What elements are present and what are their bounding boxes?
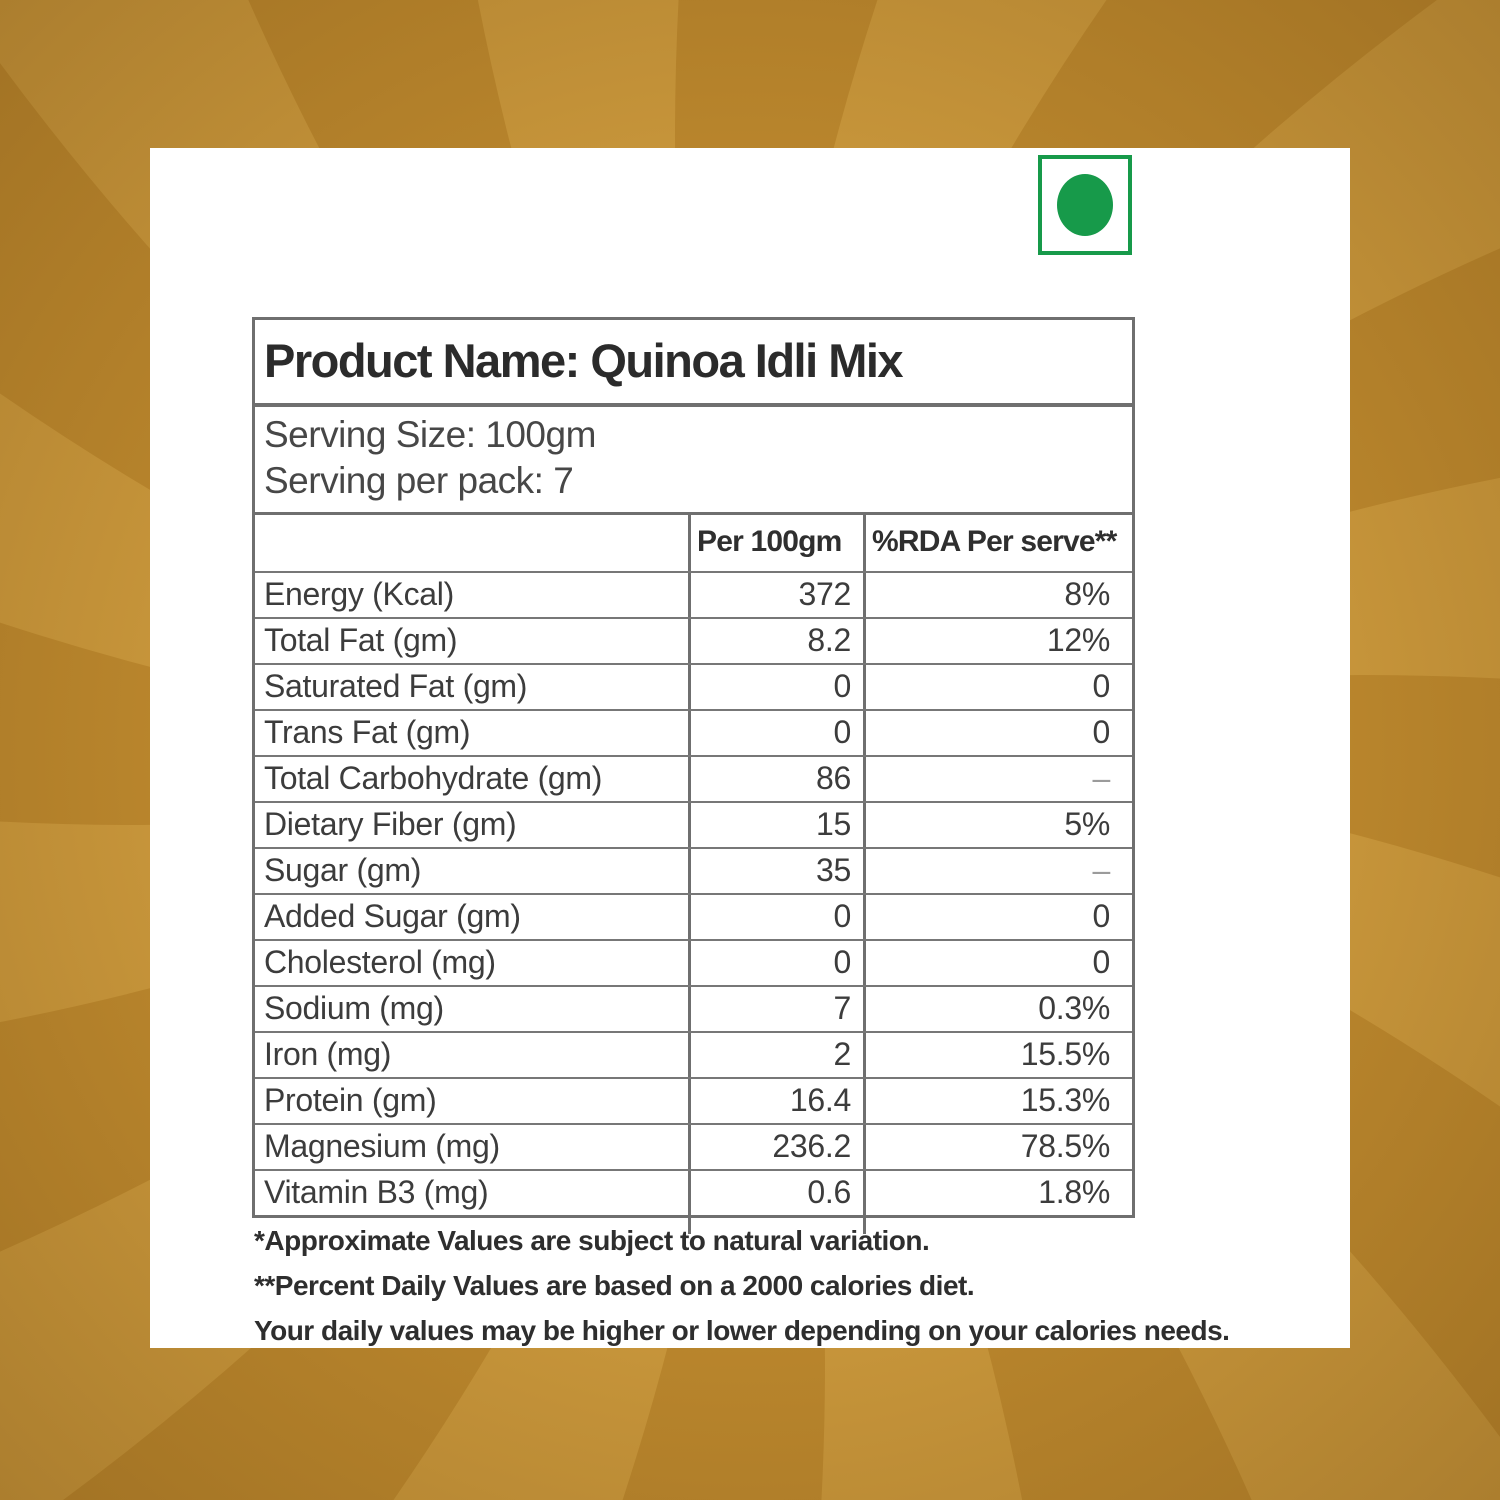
table-row: Cholesterol (mg) 0 0 (255, 941, 1132, 987)
value-rda: 1.8% (863, 1171, 1132, 1215)
header-rda-per-serve: %RDA Per serve** (863, 515, 1132, 571)
value-per-100gm: 16.4 (688, 1079, 863, 1123)
value-per-100gm: 0 (688, 941, 863, 985)
table-row: Sodium (mg) 7 0.3% (255, 987, 1132, 1033)
nutrient-name: Cholesterol (mg) (264, 944, 496, 980)
nutrient-name: Sodium (mg) (264, 990, 444, 1026)
nutrient-name: Magnesium (mg) (264, 1128, 500, 1164)
header-per-100gm: Per 100gm (688, 515, 863, 571)
value-per-100gm: 35 (688, 849, 863, 893)
table-row: Added Sugar (gm) 0 0 (255, 895, 1132, 941)
value-rda: 0 (863, 711, 1132, 755)
value-rda: – (863, 757, 1132, 801)
nutrient-name: Trans Fat (gm) (264, 714, 471, 750)
table-row: Iron (mg) 2 15.5% (255, 1033, 1132, 1079)
footnote-approximate: *Approximate Values are subject to natur… (254, 1225, 930, 1256)
serving-per-pack: Serving per pack: 7 (264, 460, 574, 501)
nutrient-name: Protein (gm) (264, 1082, 437, 1118)
value-rda: 15.5% (863, 1033, 1132, 1077)
value-per-100gm: 372 (688, 573, 863, 617)
column-divider-stub (863, 1208, 866, 1234)
table-row: Saturated Fat (gm) 0 0 (255, 665, 1132, 711)
value-per-100gm: 0.6 (688, 1171, 863, 1215)
serving-size: Serving Size: 100gm (264, 414, 596, 455)
value-rda: 0.3% (863, 987, 1132, 1031)
value-rda: 0 (863, 895, 1132, 939)
value-rda: 15.3% (863, 1079, 1132, 1123)
value-per-100gm: 8.2 (688, 619, 863, 663)
table-row: Total Carbohydrate (gm) 86 – (255, 757, 1132, 803)
value-per-100gm: 7 (688, 987, 863, 1031)
value-rda: 8% (863, 573, 1132, 617)
header-nutrient-blank (255, 515, 688, 571)
value-rda: 5% (863, 803, 1132, 847)
table-header-row: Per 100gm %RDA Per serve** (255, 515, 1132, 573)
table-row: Energy (Kcal) 372 8% (255, 573, 1132, 619)
nutrient-name: Iron (mg) (264, 1036, 392, 1072)
table-row: Sugar (gm) 35 – (255, 849, 1132, 895)
value-rda: 0 (863, 941, 1132, 985)
table-row: Magnesium (mg) 236.2 78.5% (255, 1125, 1132, 1171)
nutrient-name: Total Fat (gm) (264, 622, 458, 658)
table-row: Total Fat (gm) 8.2 12% (255, 619, 1132, 665)
table-row: Vitamin B3 (mg) 0.6 1.8% (255, 1171, 1132, 1215)
product-name-row: Product Name: Quinoa Idli Mix (255, 320, 1132, 407)
vegetarian-mark (1038, 155, 1132, 255)
value-per-100gm: 0 (688, 711, 863, 755)
serving-info-row: Serving Size: 100gm Serving per pack: 7 (255, 407, 1132, 515)
nutrient-name: Vitamin B3 (mg) (264, 1174, 489, 1210)
value-per-100gm: 15 (688, 803, 863, 847)
value-per-100gm: 0 (688, 665, 863, 709)
value-rda: – (863, 849, 1132, 893)
value-per-100gm: 0 (688, 895, 863, 939)
table-row: Dietary Fiber (gm) 15 5% (255, 803, 1132, 849)
nutrient-name: Energy (Kcal) (264, 576, 454, 612)
table-row: Trans Fat (gm) 0 0 (255, 711, 1132, 757)
footnotes: *Approximate Values are subject to natur… (254, 1218, 1230, 1353)
table-row: Protein (gm) 16.4 15.3% (255, 1079, 1132, 1125)
value-per-100gm: 236.2 (688, 1125, 863, 1169)
nutrient-name: Sugar (gm) (264, 852, 422, 888)
value-rda: 0 (863, 665, 1132, 709)
nutrient-name: Total Carbohydrate (gm) (264, 760, 603, 796)
nutrient-name: Added Sugar (gm) (264, 898, 521, 934)
nutrition-label-card: Nutrition Facts* Product Name: Quinoa Id… (150, 148, 1350, 1348)
value-per-100gm: 86 (688, 757, 863, 801)
footnote-daily-values: Your daily values may be higher or lower… (254, 1315, 1230, 1346)
footnote-percent-daily: **Percent Daily Values are based on a 20… (254, 1270, 975, 1301)
column-divider-stub (688, 1208, 691, 1234)
nutrition-table: Product Name: Quinoa Idli Mix Serving Si… (252, 317, 1135, 1218)
vegetarian-dot-icon (1057, 174, 1113, 236)
nutrient-name: Dietary Fiber (gm) (264, 806, 517, 842)
value-rda: 12% (863, 619, 1132, 663)
value-rda: 78.5% (863, 1125, 1132, 1169)
nutrient-name: Saturated Fat (gm) (264, 668, 528, 704)
value-per-100gm: 2 (688, 1033, 863, 1077)
